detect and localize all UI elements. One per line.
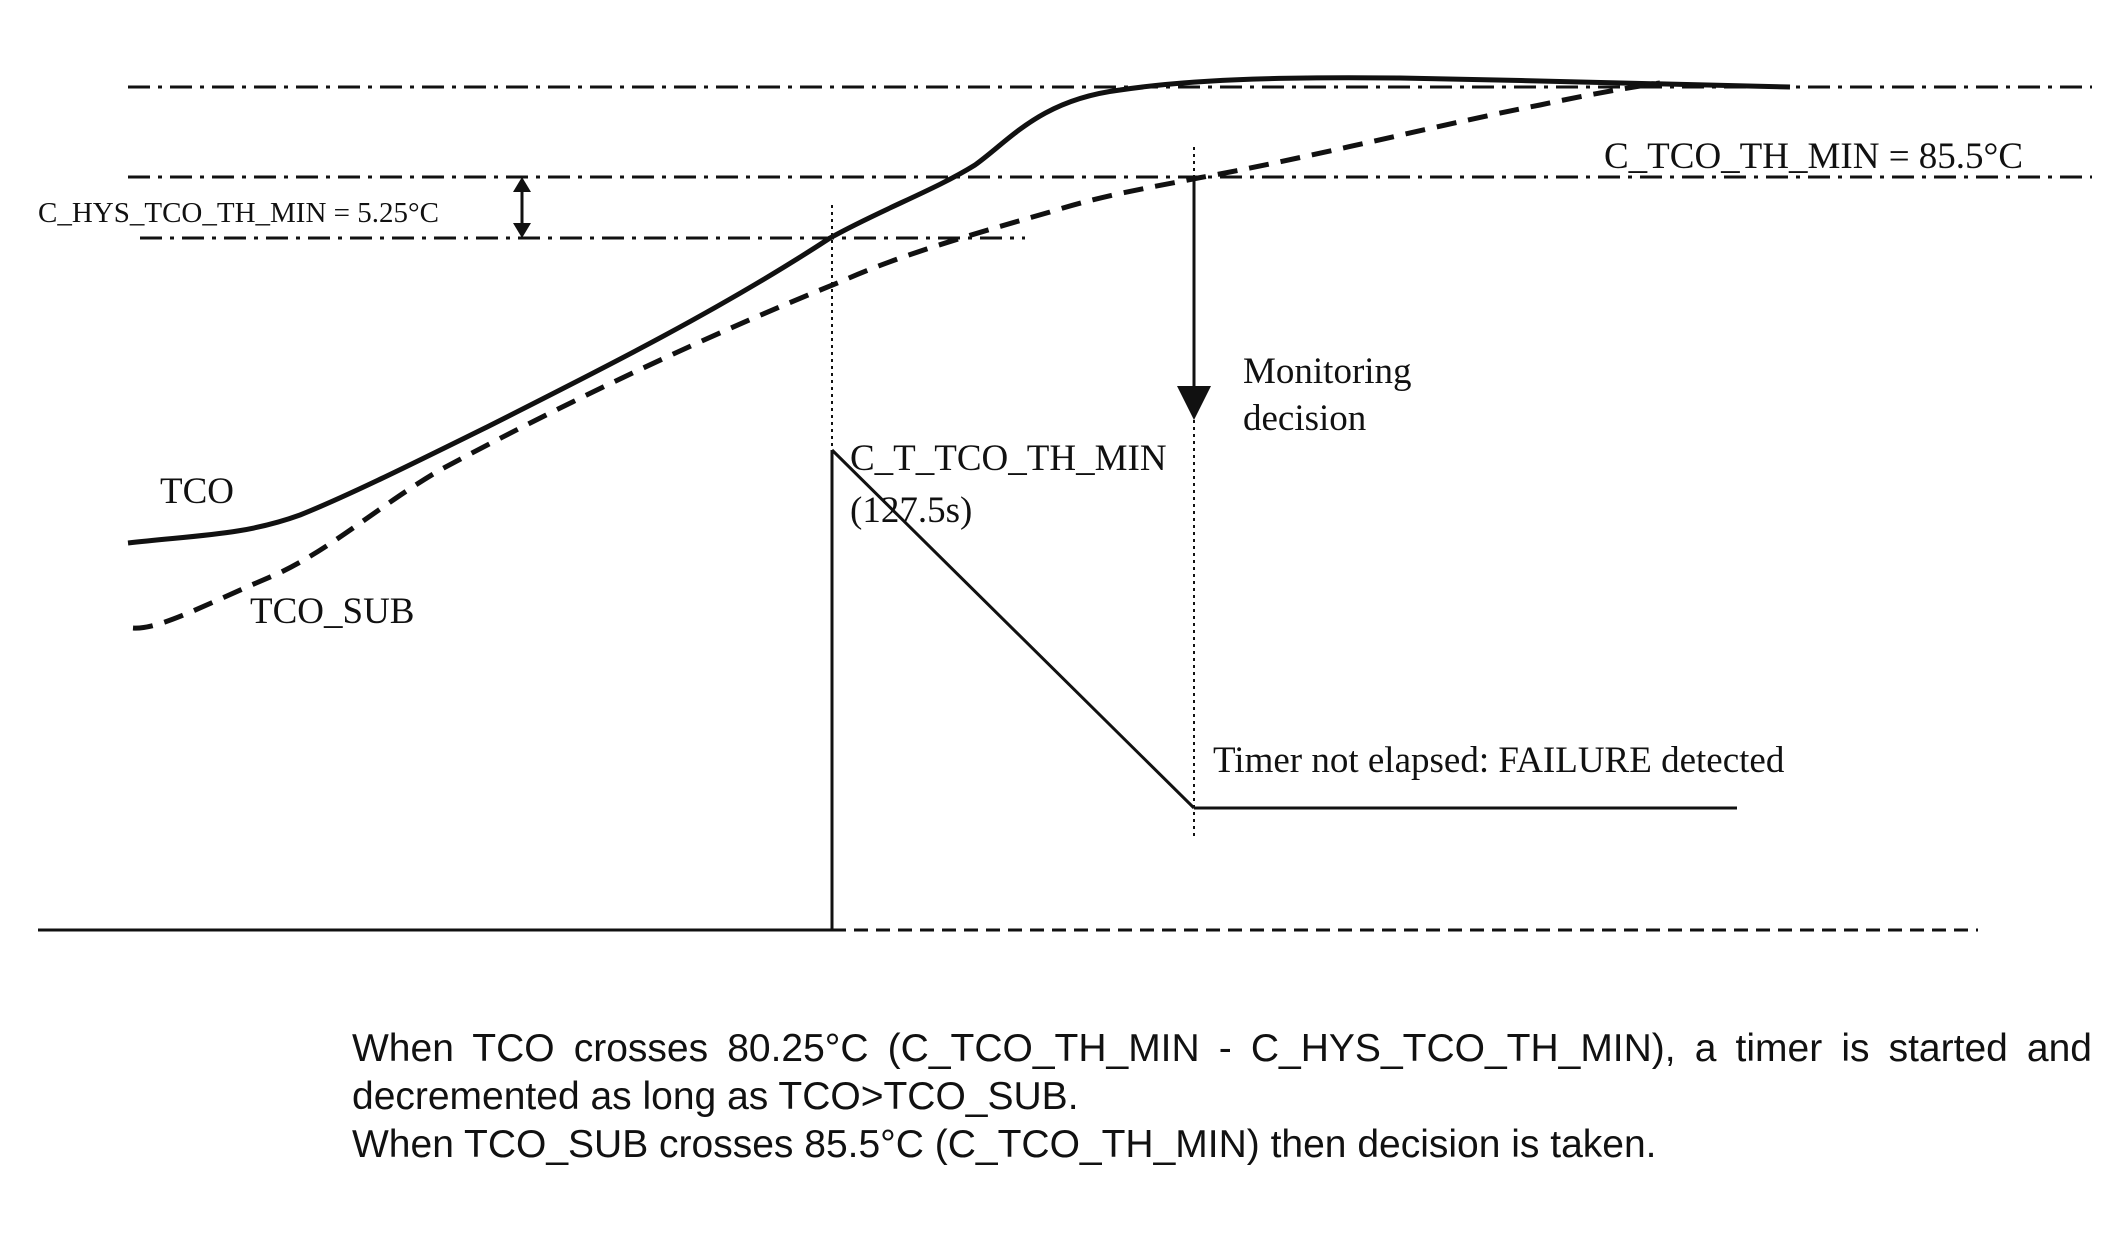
- tco-sub-curve: [132, 80, 1661, 631]
- timer-value-label: (127.5s): [850, 490, 972, 531]
- hysteresis-label: C_HYS_TCO_TH_MIN = 5.25°C: [38, 197, 439, 229]
- diagram-caption: When TCO crosses 80.25°C (C_TCO_TH_MIN -…: [352, 1025, 2092, 1169]
- threshold-label: C_TCO_TH_MIN = 85.5°C: [1604, 136, 2023, 177]
- monitoring-label: Monitoring: [1243, 351, 1412, 392]
- monitoring-decision-arrow-icon: [1177, 177, 1211, 420]
- failure-label: Timer not elapsed: FAILURE detected: [1213, 740, 1785, 781]
- tco-label: TCO: [160, 471, 234, 512]
- caption-line-1: When TCO crosses 80.25°C (C_TCO_TH_MIN -…: [352, 1027, 2092, 1118]
- hysteresis-double-arrow-icon: [513, 177, 531, 238]
- decision-label: decision: [1243, 398, 1366, 439]
- timer-ramp: [830, 448, 1196, 810]
- timer-name-label: C_T_TCO_TH_MIN: [850, 438, 1167, 479]
- tco-sub-label: TCO_SUB: [250, 591, 414, 632]
- caption-line-2: When TCO_SUB crosses 85.5°C (C_TCO_TH_MI…: [352, 1123, 1657, 1166]
- tco-curve: [127, 75, 1791, 546]
